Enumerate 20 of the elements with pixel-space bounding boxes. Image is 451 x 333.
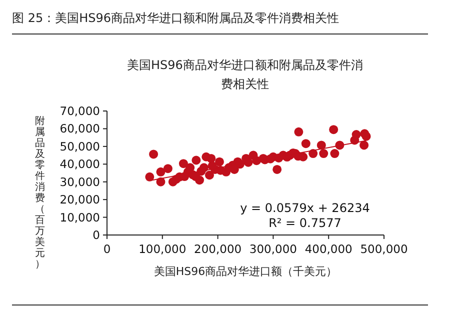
- x-tick-label: 200,000: [194, 242, 242, 256]
- y-tick-label: 40,000: [60, 157, 100, 172]
- caption: 图 25：美国HS96商品对华进口额和附属品及零件消费相关性: [12, 11, 339, 25]
- x-tick-label: 0: [103, 242, 111, 256]
- x-tick-label: 500,000: [360, 242, 408, 256]
- x-axis-title: 美国HS96商品对华进口额（千美元）: [154, 265, 338, 278]
- y-tick-label: 70,000: [60, 104, 100, 118]
- y-tick-label: 50,000: [60, 139, 100, 154]
- x-tick-label: 400,000: [304, 242, 352, 256]
- x-tick-label: 100,000: [138, 242, 186, 256]
- x-tick-label: 300,000: [249, 242, 297, 256]
- chart-title: 美国HS96商品对华进口额和附属品及零件消费相关性: [127, 58, 363, 91]
- y-tick-label: 30,000: [60, 174, 100, 189]
- y-tick-label: 60,000: [60, 122, 100, 136]
- y-tick-label: 10,000: [60, 210, 100, 224]
- y-tick-label: 20,000: [60, 192, 100, 207]
- annotation: y = 0.0579x + 26234: [240, 201, 370, 215]
- y-tick-label: 0: [92, 228, 100, 242]
- text: 附属品及零件消费（百万美元）: [35, 116, 45, 270]
- annotation: R² = 0.7577: [268, 216, 342, 230]
